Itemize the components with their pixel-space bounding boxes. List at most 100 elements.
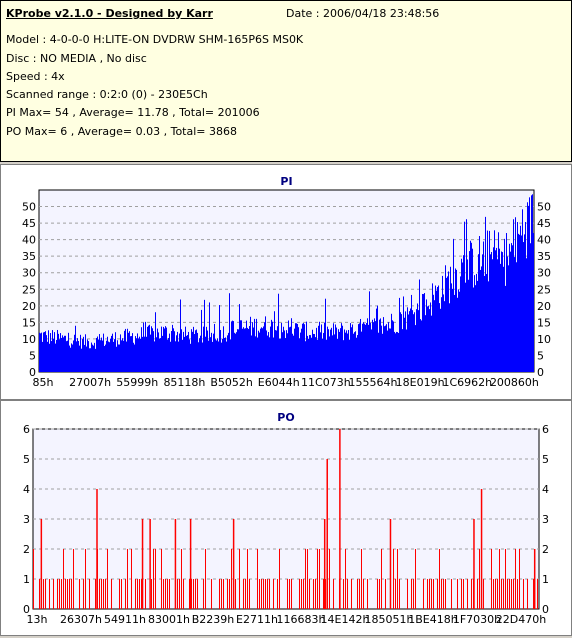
po-bar (191, 579, 192, 609)
pi-bar (500, 263, 501, 372)
pi-bar (198, 342, 199, 372)
pi-bar (425, 315, 426, 372)
pi-bar (74, 334, 75, 372)
pi-bar (435, 285, 436, 372)
pi-bar (287, 333, 288, 372)
pi-bar (92, 344, 93, 372)
po-chart-title: PO (277, 411, 294, 424)
po-bar (467, 579, 468, 609)
pi-bar (446, 277, 447, 372)
pi-bar (225, 337, 226, 372)
pi-bar (416, 309, 417, 372)
pi-bar (363, 322, 364, 372)
pi-bar (453, 238, 454, 372)
pi-bar (109, 342, 110, 372)
pi-bar (366, 323, 367, 372)
po-x-tick-label: 14E142h (321, 613, 370, 626)
pi-bar (318, 325, 319, 372)
po-bar (141, 579, 142, 609)
pi-bar (117, 340, 118, 372)
po-bar (221, 579, 222, 609)
pi-bar (438, 285, 439, 372)
pi-bar (239, 304, 240, 372)
pi-bar (427, 306, 428, 372)
pi-bar (290, 326, 291, 372)
pi-bar (186, 335, 187, 372)
pi-bar (527, 202, 528, 372)
pi-bar (293, 335, 294, 372)
po-bar (85, 549, 86, 609)
pi-bar (100, 340, 101, 372)
po-spike (480, 489, 483, 609)
pi-bar (183, 331, 184, 372)
po-chart-panel: 0 0 1 1 2 2 3 3 4 4 5 5 6 6 13h 26307h 54911h 83001h B2239… (0, 400, 572, 636)
pi-bar (66, 341, 67, 372)
po-bar (189, 579, 190, 609)
pi-x-tick-label: 27007h (69, 376, 111, 389)
pi-bar (246, 320, 247, 372)
pi-bar (280, 338, 281, 372)
po-bar (45, 579, 46, 609)
pi-bar (458, 289, 459, 372)
pi-bar (232, 320, 233, 372)
pi-bar (122, 338, 123, 372)
po-bar (439, 549, 440, 609)
pi-bar (491, 251, 492, 372)
po-bars (33, 429, 538, 609)
pi-y-tick-left: 35 (22, 250, 36, 263)
pi-bar (214, 323, 215, 372)
po-bar (243, 579, 244, 609)
pi-bar (193, 326, 194, 372)
po-bar (179, 579, 180, 609)
pi-bar (43, 332, 44, 372)
po-bar (103, 579, 104, 609)
po-bar (177, 579, 178, 609)
pi-chart-title: PI (280, 175, 292, 188)
po-bar (515, 549, 516, 609)
po-bar (501, 579, 502, 609)
pi-bar (288, 320, 289, 372)
pi-bar (203, 326, 204, 372)
po-x-tick-label: 22D470h (496, 613, 546, 626)
pi-bar (64, 335, 65, 372)
po-bar (67, 579, 68, 609)
pi-bar (157, 328, 158, 372)
po-bar (137, 579, 138, 609)
pi-x-tick-label: 200860h (490, 376, 539, 389)
pi-bar (354, 332, 355, 372)
pi-bar (494, 230, 495, 372)
po-spike (40, 519, 43, 609)
pi-bar (433, 294, 434, 372)
po-bar (235, 579, 236, 609)
pi-bar (436, 290, 437, 372)
pi-bar (63, 337, 64, 372)
pi-bar (125, 328, 126, 372)
pi-bar (256, 318, 257, 372)
pi-bar (404, 317, 405, 372)
pi-bar (88, 341, 89, 372)
po-bar (227, 579, 228, 609)
po-bar (317, 549, 318, 609)
po-bar (219, 579, 220, 609)
pi-bar (41, 332, 42, 372)
app-title: KProbe v2.1.0 - Designed by Karr (6, 7, 213, 20)
pi-bar (407, 307, 408, 372)
po-y-tick-right: 6 (542, 423, 549, 436)
pi-bar (519, 234, 520, 372)
po-bar (445, 579, 446, 609)
po-bar (245, 579, 246, 609)
po-bar (119, 579, 120, 609)
po-y-tick-right: 2 (542, 543, 549, 556)
pi-bar (89, 348, 90, 372)
pi-bar (55, 343, 56, 372)
po-bar (471, 579, 472, 609)
pi-bar (129, 331, 130, 372)
pi-bar (529, 197, 530, 372)
pi-bar (58, 333, 59, 372)
pi-bar (447, 276, 448, 372)
po-bar (269, 579, 270, 609)
pi-bar (196, 329, 197, 372)
pi-bar (411, 294, 412, 372)
pi-bar (103, 333, 104, 372)
po-bar (313, 579, 314, 609)
